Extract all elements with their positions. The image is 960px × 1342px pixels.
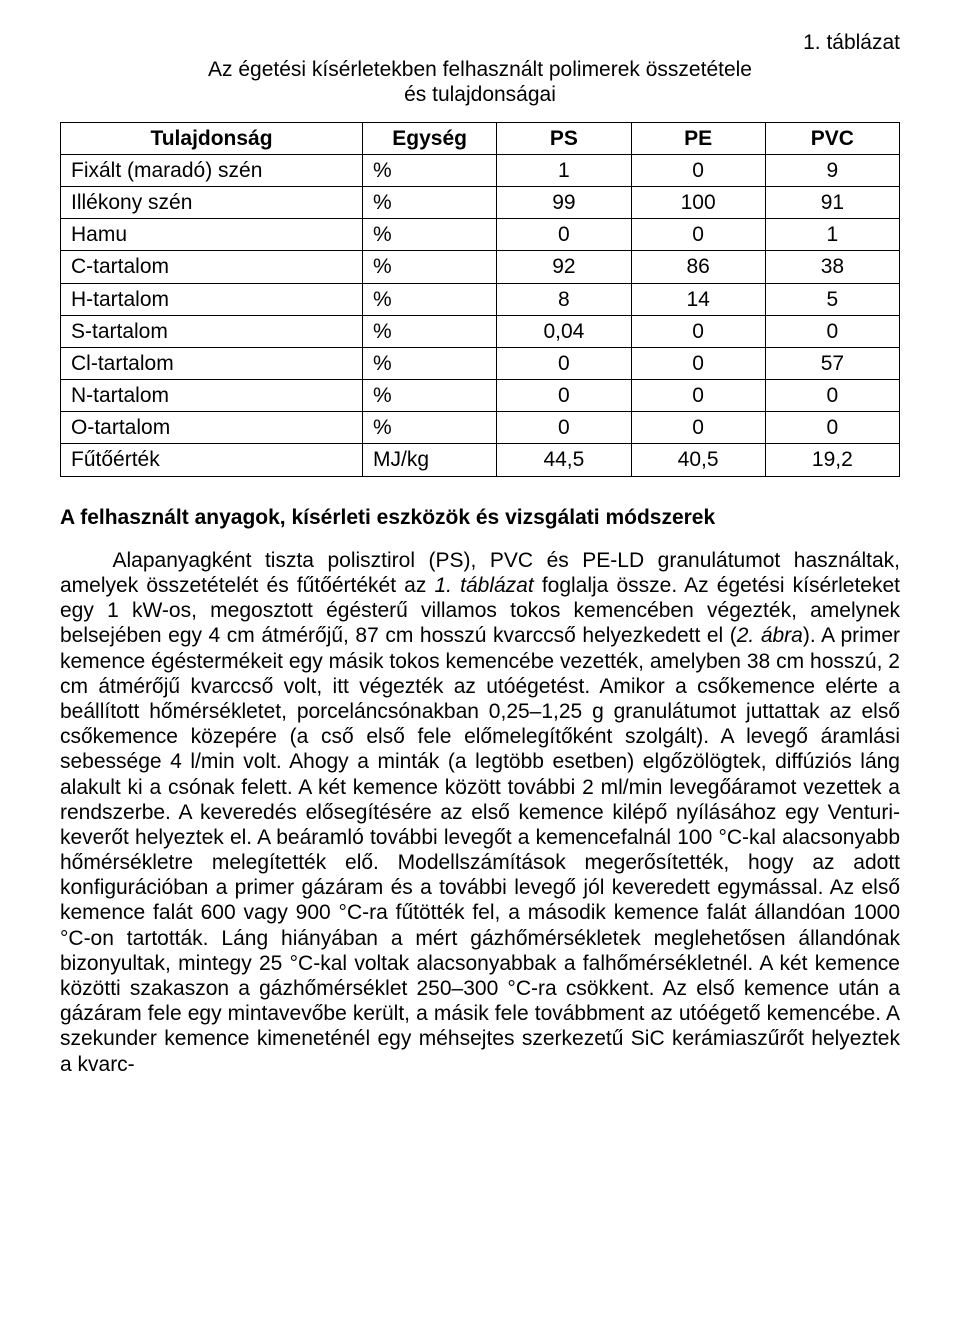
cell-property: Fixált (maradó) szén (61, 154, 363, 186)
table-title-line1: Az égetési kísérletekben felhasznált pol… (208, 58, 752, 81)
cell-pe: 100 (631, 186, 765, 218)
table-title: Az égetési kísérletekben felhasznált pol… (60, 57, 900, 107)
cell-unit: % (363, 315, 497, 347)
cell-pvc: 91 (765, 186, 899, 218)
cell-unit: % (363, 186, 497, 218)
col-header-property: Tulajdonság (61, 122, 363, 154)
cell-property: Illékony szén (61, 186, 363, 218)
cell-pvc: 0 (765, 380, 899, 412)
table-row: N-tartalom%000 (61, 380, 900, 412)
body-text-part: ). A primer kemence égéstermékeit egy má… (60, 624, 900, 1075)
cell-pvc: 9 (765, 154, 899, 186)
col-header-pe: PE (631, 122, 765, 154)
cell-ps: 92 (497, 251, 631, 283)
table-header-row: Tulajdonság Egység PS PE PVC (61, 122, 900, 154)
cell-pe: 0 (631, 412, 765, 444)
cell-unit: % (363, 251, 497, 283)
cell-unit: % (363, 380, 497, 412)
cell-pvc: 38 (765, 251, 899, 283)
cell-unit: MJ/kg (363, 444, 497, 476)
cell-unit: % (363, 412, 497, 444)
cell-unit: % (363, 219, 497, 251)
cell-property: Cl-tartalom (61, 347, 363, 379)
cell-property: S-tartalom (61, 315, 363, 347)
cell-pvc: 1 (765, 219, 899, 251)
cell-ps: 0 (497, 380, 631, 412)
cell-pe: 0 (631, 347, 765, 379)
cell-property: C-tartalom (61, 251, 363, 283)
cell-unit: % (363, 347, 497, 379)
cell-ps: 0,04 (497, 315, 631, 347)
cell-pe: 86 (631, 251, 765, 283)
properties-table: Tulajdonság Egység PS PE PVC Fixált (mar… (60, 122, 900, 477)
table-row: H-tartalom%8145 (61, 283, 900, 315)
cell-ps: 0 (497, 347, 631, 379)
cell-pvc: 0 (765, 315, 899, 347)
cell-ps: 99 (497, 186, 631, 218)
cell-pe: 0 (631, 380, 765, 412)
cell-pvc: 19,2 (765, 444, 899, 476)
body-paragraph: Alapanyagként tiszta polisztirol (PS), P… (60, 548, 900, 1077)
cell-ps: 8 (497, 283, 631, 315)
table-row: Hamu%001 (61, 219, 900, 251)
cell-unit: % (363, 154, 497, 186)
cell-property: O-tartalom (61, 412, 363, 444)
col-header-ps: PS (497, 122, 631, 154)
figure-ref: 2. ábra (737, 624, 803, 647)
table-number: 1. táblázat (60, 30, 900, 55)
col-header-pvc: PVC (765, 122, 899, 154)
cell-pe: 14 (631, 283, 765, 315)
cell-pe: 40,5 (631, 444, 765, 476)
cell-pe: 0 (631, 315, 765, 347)
cell-property: N-tartalom (61, 380, 363, 412)
table-row: O-tartalom%000 (61, 412, 900, 444)
cell-property: Hamu (61, 219, 363, 251)
table-ref: 1. táblázat (434, 574, 533, 597)
cell-ps: 44,5 (497, 444, 631, 476)
cell-property: H-tartalom (61, 283, 363, 315)
cell-pvc: 5 (765, 283, 899, 315)
col-header-unit: Egység (363, 122, 497, 154)
table-row: FűtőértékMJ/kg44,540,519,2 (61, 444, 900, 476)
cell-unit: % (363, 283, 497, 315)
table-row: C-tartalom%928638 (61, 251, 900, 283)
cell-ps: 0 (497, 412, 631, 444)
section-heading: A felhasznált anyagok, kísérleti eszközö… (60, 505, 900, 530)
cell-pe: 0 (631, 219, 765, 251)
table-title-line2: és tulajdonságai (404, 83, 556, 106)
cell-ps: 0 (497, 219, 631, 251)
cell-pvc: 0 (765, 412, 899, 444)
table-row: Fixált (maradó) szén%109 (61, 154, 900, 186)
table-row: Cl-tartalom%0057 (61, 347, 900, 379)
cell-property: Fűtőérték (61, 444, 363, 476)
cell-pvc: 57 (765, 347, 899, 379)
table-row: S-tartalom%0,0400 (61, 315, 900, 347)
cell-ps: 1 (497, 154, 631, 186)
table-row: Illékony szén%9910091 (61, 186, 900, 218)
cell-pe: 0 (631, 154, 765, 186)
